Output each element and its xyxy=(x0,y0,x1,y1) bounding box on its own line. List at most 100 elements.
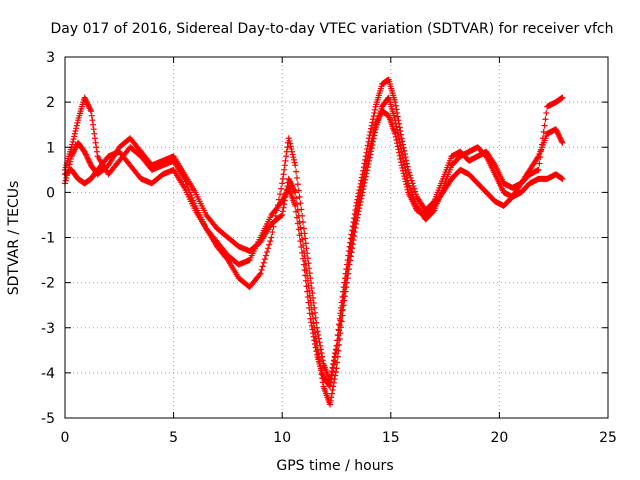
data-point xyxy=(366,148,373,155)
data-point xyxy=(373,118,380,125)
data-point xyxy=(67,158,74,165)
data-point xyxy=(398,159,405,166)
data-point xyxy=(306,310,313,317)
data-point xyxy=(541,122,548,129)
data-point xyxy=(293,168,300,175)
data-point xyxy=(295,226,302,233)
data-point xyxy=(362,167,369,174)
data-point xyxy=(334,337,341,344)
data-point xyxy=(314,328,321,335)
data-point xyxy=(68,153,75,160)
data-point xyxy=(327,379,334,386)
data-point xyxy=(91,135,98,142)
data-point xyxy=(72,145,79,152)
data-point xyxy=(312,344,319,351)
data-point xyxy=(277,191,284,198)
data-point xyxy=(262,252,269,259)
data-point xyxy=(340,293,347,300)
data-point xyxy=(93,148,100,155)
data-point xyxy=(403,181,410,188)
data-point xyxy=(299,249,306,256)
data-point xyxy=(84,154,91,161)
data-point xyxy=(73,125,80,132)
data-point xyxy=(554,130,561,137)
data-point xyxy=(407,174,414,181)
data-point xyxy=(309,311,316,318)
data-point xyxy=(355,202,362,209)
data-point xyxy=(302,277,309,284)
data-point xyxy=(291,159,298,166)
y-tick-label: -3 xyxy=(41,321,55,337)
data-point xyxy=(88,108,95,115)
data-point xyxy=(559,94,566,101)
data-point xyxy=(311,309,318,316)
data-point xyxy=(333,347,340,354)
data-points xyxy=(62,76,566,408)
data-point xyxy=(330,361,337,368)
data-point xyxy=(345,261,352,268)
axis-ticks: 0 5 10 15 20 25 -5 -4 -3 -2 -1 0 1 2 3 xyxy=(41,50,617,446)
data-point xyxy=(559,175,566,182)
data-point xyxy=(356,192,363,199)
data-point xyxy=(288,146,295,153)
data-point xyxy=(285,175,292,182)
data-point xyxy=(287,179,294,186)
data-point xyxy=(310,330,317,337)
data-point xyxy=(403,183,410,190)
data-point xyxy=(401,161,408,168)
data-point xyxy=(282,157,289,164)
data-point xyxy=(67,155,74,162)
data-point xyxy=(365,151,372,158)
data-point xyxy=(90,121,97,128)
data-point xyxy=(287,140,294,147)
data-point xyxy=(349,245,356,252)
chart-title: Day 017 of 2016, Sidereal Day-to-day VTE… xyxy=(50,21,613,37)
data-point xyxy=(298,243,305,250)
data-point xyxy=(366,146,373,153)
data-point xyxy=(371,106,378,113)
data-point xyxy=(339,302,346,309)
data-point xyxy=(86,159,93,166)
data-point xyxy=(256,271,263,278)
data-point xyxy=(349,232,356,239)
data-point xyxy=(332,350,339,357)
data-point xyxy=(405,166,412,173)
data-point xyxy=(300,255,307,262)
data-point xyxy=(353,220,360,227)
data-point xyxy=(293,208,300,215)
data-point xyxy=(279,197,286,204)
data-point xyxy=(348,240,355,247)
data-point xyxy=(348,249,355,256)
data-point xyxy=(376,113,383,120)
data-point xyxy=(306,270,313,277)
data-point xyxy=(318,350,325,357)
data-point xyxy=(375,116,382,123)
data-point xyxy=(81,94,88,101)
data-point xyxy=(401,173,408,180)
data-point xyxy=(543,109,550,116)
data-point xyxy=(412,188,419,195)
data-point xyxy=(398,131,405,138)
data-point xyxy=(316,339,323,346)
data-point xyxy=(279,208,286,215)
data-point xyxy=(398,162,405,169)
data-point xyxy=(288,182,295,189)
data-point xyxy=(269,229,276,236)
x-tick-label: 20 xyxy=(490,430,508,446)
data-point xyxy=(81,148,88,155)
data-point xyxy=(360,174,367,181)
data-point xyxy=(402,178,409,185)
data-point xyxy=(344,266,351,273)
data-point xyxy=(330,365,337,372)
data-point xyxy=(312,314,319,321)
data-point xyxy=(280,171,287,178)
data-point xyxy=(310,333,317,340)
data-point xyxy=(350,228,357,235)
data-point xyxy=(305,260,312,267)
data-point xyxy=(558,138,565,145)
data-point xyxy=(384,95,391,102)
data-point xyxy=(82,151,89,158)
data-point xyxy=(258,266,265,273)
data-point xyxy=(293,214,300,221)
